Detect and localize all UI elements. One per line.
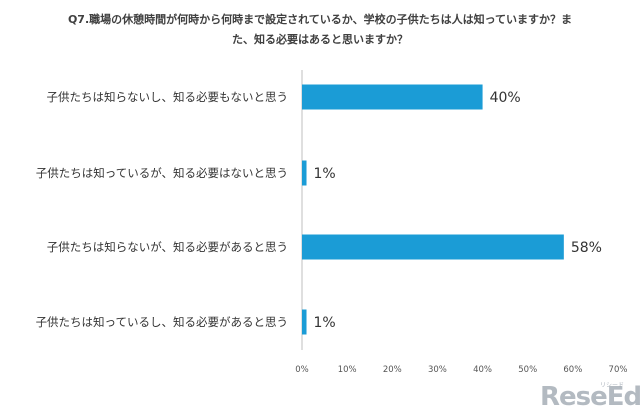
x-tick-label-4: 40% [473,365,492,375]
bar-3 [302,234,564,260]
x-tick-label-6: 60% [563,365,582,375]
bar-4 [302,309,307,335]
value-label-3: 58% [571,240,602,256]
x-tick-label-3: 30% [428,365,447,375]
logo-text: ReseEd [540,382,640,412]
value-label-4: 1% [314,315,336,331]
bar-1 [302,84,483,110]
x-tick-label-2: 20% [383,365,402,375]
chart-title: Q7.職場の休憩時間が何時から何時まで設定されているか、学校の子供たちは人は知っ… [67,13,573,46]
bar-2 [302,160,307,186]
category-label-1: 子供たちは知らないし、知る必要もないと思う [47,90,289,104]
resed-logo: リシード ReseEd [540,380,640,416]
category-label-4: 子供たちは知っているし、知る必要があると思う [36,315,288,329]
x-tick-label-7: 70% [609,365,628,375]
logo-subtext: リシード [600,382,625,389]
category-label-3: 子供たちは知らないが、知る必要があると思う [47,240,288,254]
x-tick-label-0: 0% [295,365,309,375]
value-label-1: 40% [490,90,521,106]
value-label-2: 1% [314,166,336,182]
x-tick-label-5: 50% [518,365,537,375]
category-label-2: 子供たちは知っているが、知る必要はないと思う [36,166,288,180]
x-tick-label-1: 10% [338,365,357,375]
